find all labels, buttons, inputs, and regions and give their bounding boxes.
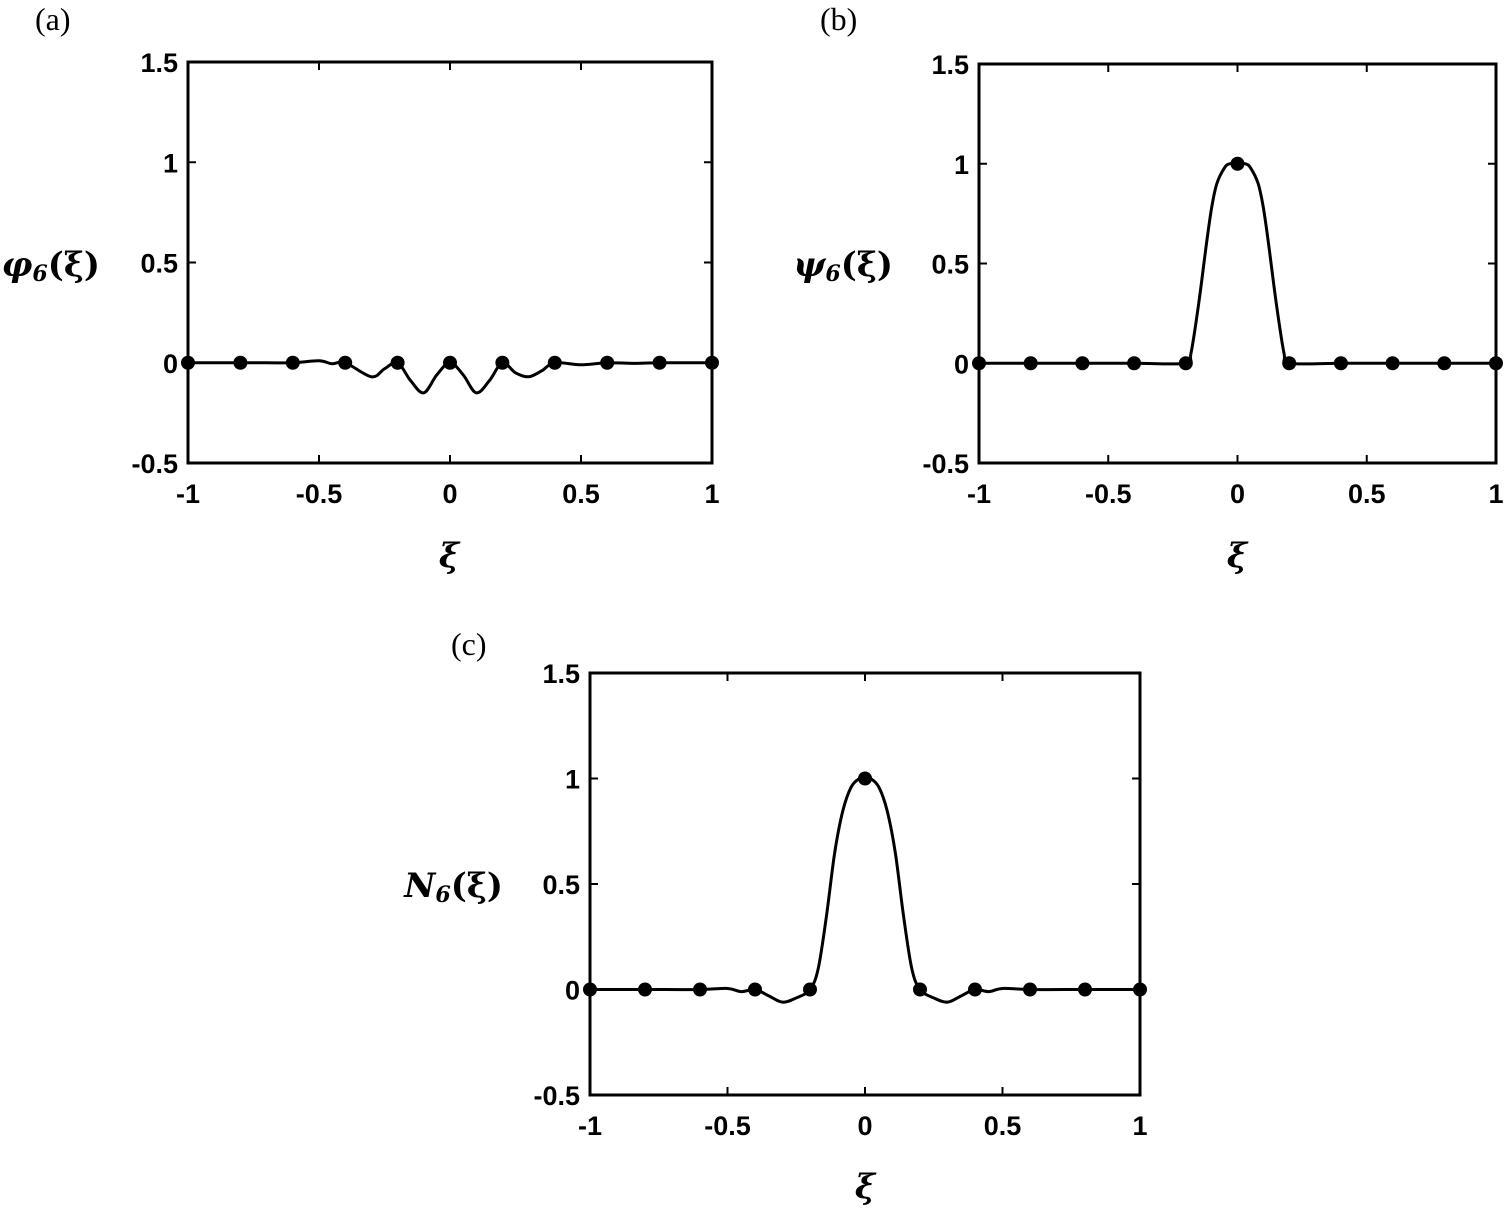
node-marker xyxy=(972,356,986,371)
node-marker xyxy=(1127,356,1142,371)
node-marker xyxy=(638,982,652,997)
node-marker xyxy=(858,771,872,786)
node-marker xyxy=(1178,356,1193,371)
y-tick-label: 0.5 xyxy=(931,250,969,280)
node-marker xyxy=(705,355,719,370)
node-marker xyxy=(748,982,762,997)
y-tick-label: 0.5 xyxy=(140,249,178,279)
x-tick-label: -1 xyxy=(176,479,200,509)
node-marker xyxy=(338,355,353,370)
xlabel-c: ξ xyxy=(855,1167,877,1207)
y-tick-label: 1 xyxy=(163,148,178,178)
node-marker xyxy=(233,355,248,370)
node-marker xyxy=(968,982,982,997)
node-marker xyxy=(1333,356,1348,371)
series-line xyxy=(979,161,1496,366)
node-marker xyxy=(1133,982,1147,997)
node-marker xyxy=(443,355,457,370)
series-line xyxy=(590,776,1140,1004)
x-tick-label: 1 xyxy=(1132,1111,1147,1141)
panel-b: (b) ψ6(ξ) ξ -1 -0.5 0 0.5 1-0.500.511.5 xyxy=(793,1,1503,576)
node-marker xyxy=(1437,356,1452,371)
x-tick-label: 0.5 xyxy=(562,479,600,509)
axes-box xyxy=(186,60,714,465)
panel-label-a: (a) xyxy=(35,1,71,37)
node-marker xyxy=(181,355,195,370)
node-marker xyxy=(1282,356,1297,371)
ylabel-a: φ6(ξ) xyxy=(2,245,100,287)
node-marker xyxy=(1385,356,1400,371)
ylabel-b: ψ6(ξ) xyxy=(793,245,893,287)
x-tick-label: -1 xyxy=(967,479,991,509)
node-marker xyxy=(652,355,667,370)
y-tick-label: -0.5 xyxy=(533,1081,580,1111)
panel-a: (a) φ6(ξ) ξ -1 -0.5 0 0.5 1-0.500.511.5 xyxy=(2,1,720,576)
node-marker xyxy=(1230,156,1245,171)
y-tick-label: -0.5 xyxy=(922,449,969,479)
panel-label-c: (c) xyxy=(451,626,487,662)
xlabel-b: ξ xyxy=(1227,536,1249,576)
x-tick-label: -0.5 xyxy=(296,479,343,509)
x-tick-label: 0.5 xyxy=(984,1111,1022,1141)
panel-label-b: (b) xyxy=(820,1,857,37)
node-marker xyxy=(1075,356,1090,371)
y-tick-label: 1 xyxy=(565,765,580,795)
node-marker xyxy=(1489,356,1503,371)
node-marker xyxy=(600,355,615,370)
x-tick-label: -0.5 xyxy=(1085,479,1132,509)
x-tick-label: -0.5 xyxy=(704,1111,751,1141)
ylabel-c: N6(ξ) xyxy=(403,866,503,908)
axes-box xyxy=(588,671,1142,1097)
y-tick-label: 1.5 xyxy=(140,48,178,78)
x-tick-label: 1 xyxy=(1488,479,1503,509)
node-marker xyxy=(913,982,927,997)
x-tick-label: 0 xyxy=(857,1111,872,1141)
x-tick-label: 0 xyxy=(1230,479,1245,509)
panel-c: (c) N6(ξ) ξ -1 -0.5 0 0.5 1-0.500.511.5 xyxy=(403,626,1147,1207)
xlabel-a: ξ xyxy=(439,536,461,576)
node-marker xyxy=(803,982,817,997)
y-tick-label: 0 xyxy=(954,349,969,379)
node-marker xyxy=(1023,982,1037,997)
node-marker xyxy=(390,355,405,370)
y-tick-label: -0.5 xyxy=(131,449,178,479)
node-marker xyxy=(583,982,597,997)
x-tick-label: -1 xyxy=(578,1111,602,1141)
y-tick-label: 0.5 xyxy=(542,870,580,900)
y-tick-label: 1.5 xyxy=(542,659,580,689)
x-tick-label: 0 xyxy=(442,479,457,509)
y-tick-label: 0 xyxy=(163,349,178,379)
x-tick-label: 0.5 xyxy=(1348,479,1386,509)
node-marker xyxy=(285,355,300,370)
x-tick-label: 1 xyxy=(704,479,719,509)
node-marker xyxy=(495,355,510,370)
node-marker xyxy=(547,355,562,370)
y-tick-label: 1 xyxy=(954,150,969,180)
axes-box xyxy=(977,62,1498,465)
node-marker xyxy=(1078,982,1092,997)
node-marker xyxy=(693,982,707,997)
y-tick-label: 0 xyxy=(565,976,580,1006)
node-marker xyxy=(1023,356,1038,371)
y-tick-label: 1.5 xyxy=(931,50,969,80)
